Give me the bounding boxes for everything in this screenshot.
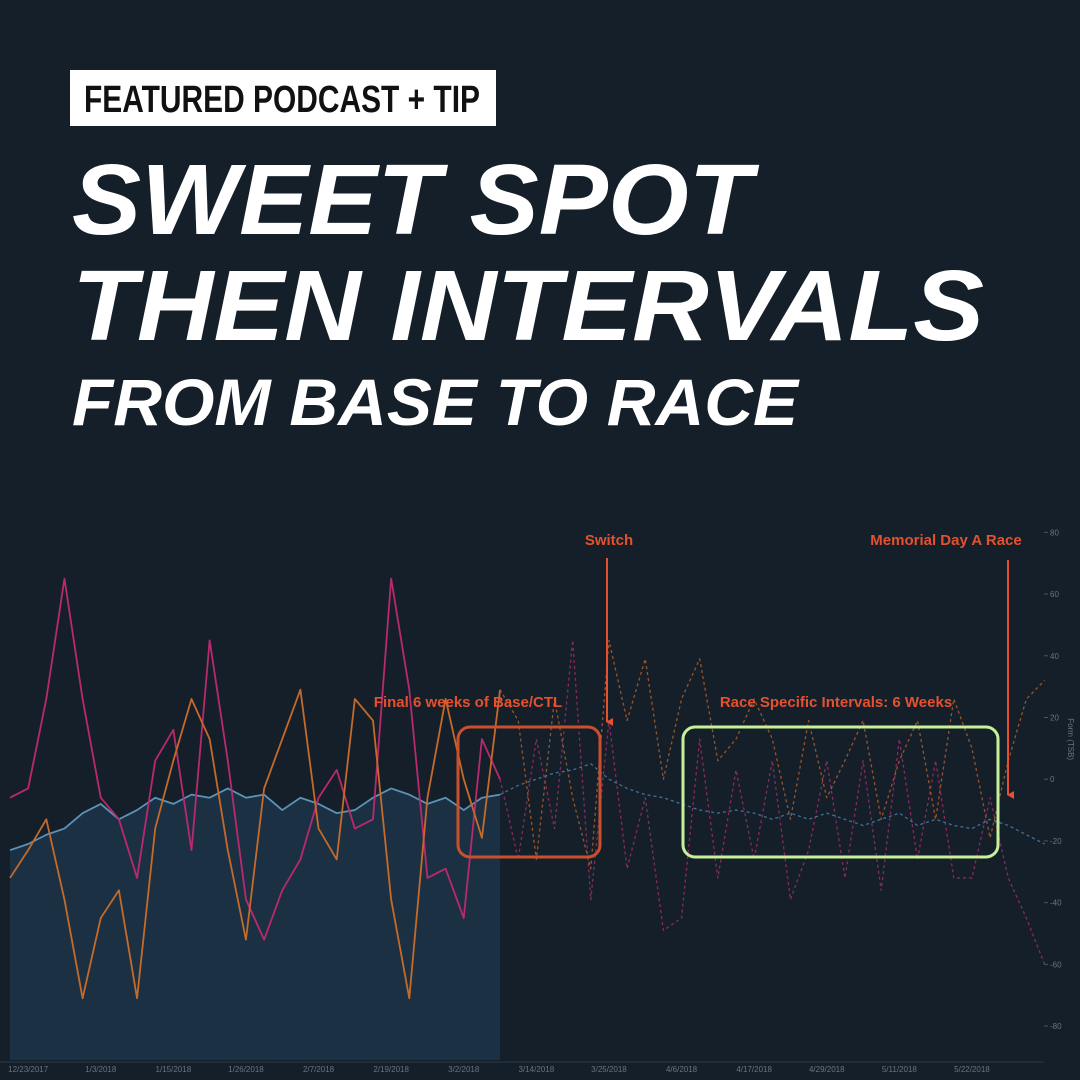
x-tick-label: 3/25/2018	[591, 1065, 627, 1074]
y-tick-label: 0	[1050, 775, 1055, 784]
series-line	[499, 639, 1046, 965]
x-tick-label: 4/29/2018	[809, 1065, 845, 1074]
x-tick-label: 4/6/2018	[666, 1065, 698, 1074]
annotation: Memorial Day A Race	[870, 532, 1021, 549]
y-tick-label: 80	[1050, 528, 1059, 537]
x-tick-label: 12/23/2017	[8, 1065, 49, 1074]
x-tick-label: 2/19/2018	[373, 1065, 409, 1074]
series-line	[9, 787, 501, 852]
y-tick-label: -60	[1050, 960, 1062, 969]
area	[10, 788, 501, 1060]
y-tick-label: 40	[1050, 652, 1059, 661]
y-axis-title: Form (TSB)	[1066, 718, 1075, 760]
x-tick-label: 1/26/2018	[228, 1065, 264, 1074]
title-line: SWEET SPOT	[72, 144, 760, 256]
series-line	[9, 577, 501, 941]
annotation: Race Specific Intervals: 6 Weeks	[720, 694, 952, 711]
annotation: Final 6 weeks of Base/CTL	[374, 694, 562, 711]
tag-box	[70, 70, 496, 126]
series-line	[499, 639, 1046, 870]
annotation: Switch	[585, 532, 633, 549]
series-line	[499, 763, 1045, 845]
x-tick-label: 3/14/2018	[519, 1065, 555, 1074]
x-tick-label: 4/17/2018	[736, 1065, 772, 1074]
y-tick-label: 20	[1050, 713, 1059, 722]
x-tick-label: 2/7/2018	[303, 1065, 335, 1074]
subtitle: FROM BASE TO RACE	[72, 365, 800, 439]
y-tick-label: -20	[1050, 837, 1062, 846]
series-line	[9, 688, 501, 1000]
x-tick-label: 1/3/2018	[85, 1065, 117, 1074]
tag: FEATURED PODCAST + TIP	[84, 79, 480, 121]
x-tick-label: 1/15/2018	[156, 1065, 192, 1074]
annotations: Switch Memorial Day A Race Final 6 weeks…	[374, 532, 1022, 859]
x-tick-label: 5/22/2018	[954, 1065, 990, 1074]
y-tick-label: 60	[1050, 590, 1059, 599]
y-tick-label: -80	[1050, 1022, 1062, 1031]
interval-box	[681, 725, 1000, 859]
x-tick-label: 3/2/2018	[448, 1065, 480, 1074]
chart: 80 60 40 20 0 -20 -40 -60 -80 Form (TSB) 12/23/201…	[0, 528, 1075, 1074]
title-line: THEN INTERVALS	[72, 250, 984, 362]
base-box	[456, 725, 602, 859]
y-tick-label: -40	[1050, 899, 1062, 908]
x-tick-label: 5/11/2018	[882, 1065, 918, 1074]
